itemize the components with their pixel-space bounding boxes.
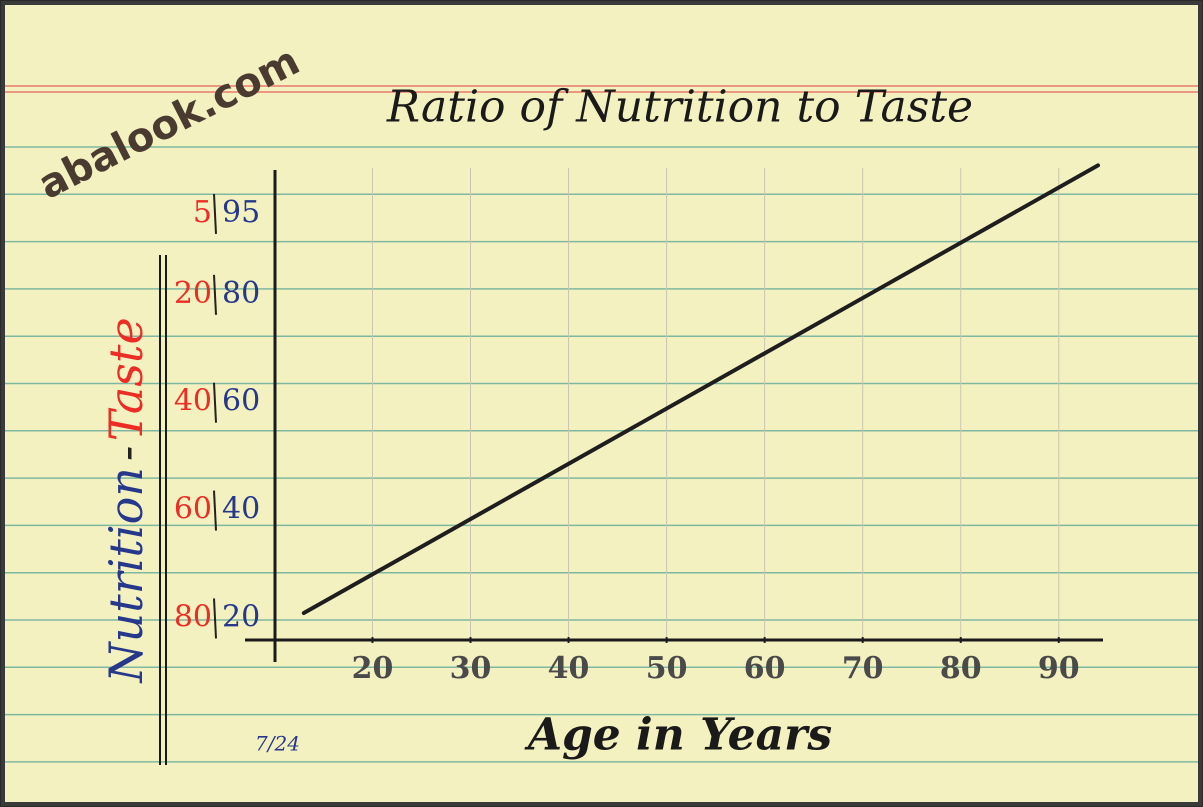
y-tick bbox=[213, 598, 217, 639]
signature-date: 7/24 bbox=[255, 732, 300, 756]
x-tick-label: 80 bbox=[940, 651, 982, 686]
y-tick-label: 80 bbox=[222, 276, 260, 311]
y-tick bbox=[213, 490, 217, 531]
y-tick bbox=[213, 193, 217, 234]
y-tick-label: 20 bbox=[222, 599, 260, 634]
x-tick-label: 20 bbox=[352, 651, 394, 686]
y2-tick-label: 80 bbox=[174, 599, 212, 634]
x-axis-title: Age in Years bbox=[524, 710, 832, 761]
x-tick-label: 50 bbox=[646, 651, 688, 686]
y2-tick-label: 60 bbox=[174, 492, 212, 527]
y-tick-label: 60 bbox=[222, 384, 260, 419]
chart-title: Ratio of Nutrition to Taste bbox=[386, 82, 973, 133]
y-tick-label: 40 bbox=[222, 492, 260, 527]
x-tick-label: 40 bbox=[548, 651, 590, 686]
y-axis-title-part: Taste bbox=[99, 317, 153, 441]
y-axis-title-part: - bbox=[99, 447, 153, 461]
y2-tick-label: 20 bbox=[174, 276, 212, 311]
y-tick bbox=[213, 274, 217, 315]
ruled-lines bbox=[5, 85, 1198, 763]
y-tick bbox=[213, 382, 217, 423]
data-line bbox=[301, 163, 1100, 616]
x-tick-label: 70 bbox=[842, 651, 884, 686]
y2-tick-label: 40 bbox=[174, 384, 212, 419]
x-tick-label: 60 bbox=[744, 651, 786, 686]
y2-tick-label: 5 bbox=[193, 195, 212, 230]
x-tick-label: 30 bbox=[450, 651, 492, 686]
y-axis-title-part: Nutrition bbox=[99, 467, 153, 684]
x-tick-label: 90 bbox=[1038, 651, 1080, 686]
y-tick-label: 95 bbox=[222, 195, 260, 230]
y-axis-title: Nutrition - Taste bbox=[99, 317, 153, 683]
